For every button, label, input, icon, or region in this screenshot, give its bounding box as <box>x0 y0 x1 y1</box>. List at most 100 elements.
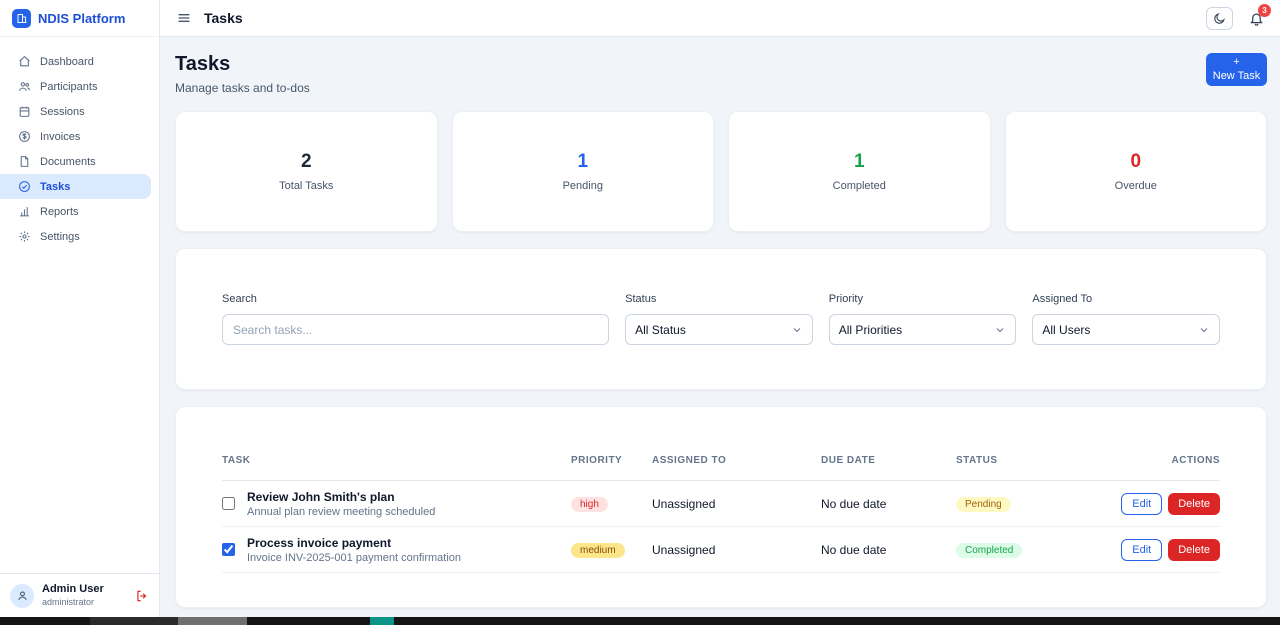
users-icon <box>19 82 30 91</box>
stat-value: 1 <box>853 151 865 172</box>
task-text: Process invoice payment Invoice INV-2025… <box>247 536 461 564</box>
sidebar-item-label: Sessions <box>40 105 85 118</box>
moon-icon <box>1214 12 1225 24</box>
sidebar-item-participants[interactable]: Participants <box>0 74 151 99</box>
delete-button[interactable]: Delete <box>1168 492 1220 515</box>
priority-select-value: All Priorities <box>838 322 903 337</box>
assigned-cell: Unassigned <box>652 542 716 557</box>
column-header-due: DUE DATE <box>821 455 876 466</box>
brand-name: NDIS Platform <box>38 10 126 26</box>
calendar-icon <box>19 106 30 117</box>
hamburger-icon <box>178 14 190 22</box>
priority-cell: medium <box>571 542 652 558</box>
status-select[interactable]: All Status <box>625 314 813 345</box>
edit-button[interactable]: Edit <box>1121 492 1163 515</box>
dollar-icon <box>19 131 30 142</box>
new-task-button[interactable]: + New Task <box>1206 53 1267 86</box>
task-text: Review John Smith's plan Annual plan rev… <box>247 490 435 518</box>
status-badge: Pending <box>956 496 1011 512</box>
stat-card-pending: 1 Pending <box>451 111 714 232</box>
stats-row: 2 Total Tasks 1 Pending 1 Completed 0 Ov… <box>175 111 1267 232</box>
chevron-down-icon <box>1200 327 1208 332</box>
status-label: Status <box>625 293 657 305</box>
notifications-button[interactable]: 3 <box>1249 3 1271 26</box>
user-meta: Admin User administrator <box>42 583 127 608</box>
stat-label: Overdue <box>1114 180 1157 192</box>
search-label: Search <box>222 293 257 305</box>
sidebar-item-label: Settings <box>40 230 80 243</box>
assigned-select-value: All Users <box>1042 322 1091 337</box>
assigned-filter-group: Assigned To All Users <box>1032 293 1221 345</box>
stat-value: 0 <box>1130 151 1142 172</box>
due-date-cell: No due date <box>821 542 887 557</box>
stat-label: Total Tasks <box>279 180 334 192</box>
actions-cell: Edit Delete <box>1102 492 1220 515</box>
new-task-label: New Task <box>1212 69 1261 82</box>
sidebar-item-reports[interactable]: Reports <box>0 199 151 224</box>
sidebar-item-sessions[interactable]: Sessions <box>0 99 151 124</box>
sidebar-item-dashboard[interactable]: Dashboard <box>0 49 151 74</box>
search-input[interactable] <box>222 314 610 345</box>
sidebar-item-documents[interactable]: Documents <box>0 149 151 174</box>
priority-cell: high <box>571 496 652 512</box>
task-cell: Process invoice payment Invoice INV-2025… <box>222 536 571 564</box>
page-header: Tasks Manage tasks and to-dos + New Task <box>175 53 1267 95</box>
hamburger-menu-button[interactable] <box>176 10 192 26</box>
sidebar-item-tasks[interactable]: Tasks <box>0 174 151 199</box>
column-header-status: STATUS <box>956 455 998 466</box>
bar-chart-icon <box>20 207 29 217</box>
sidebar-item-label: Reports <box>40 205 79 218</box>
status-cell: Completed <box>956 542 1102 558</box>
table-header-row: TASK PRIORITY ASSIGNED TO DUE DATE STATU… <box>222 455 1220 481</box>
sidebar: NDIS Platform Dashboard Participants Ses… <box>0 0 160 617</box>
sidebar-item-label: Invoices <box>40 130 81 143</box>
assigned-select[interactable]: All Users <box>1032 314 1221 345</box>
logout-button[interactable] <box>135 589 149 603</box>
priority-label: Priority <box>828 293 863 305</box>
stat-label: Pending <box>562 180 603 192</box>
assigned-label: Assigned To <box>1032 293 1093 305</box>
priority-select[interactable]: All Priorities <box>828 314 1017 345</box>
delete-button[interactable]: Delete <box>1168 538 1220 561</box>
sidebar-item-settings[interactable]: Settings <box>0 224 151 249</box>
topbar: Tasks 3 <box>160 0 1280 37</box>
column-header-assigned: ASSIGNED TO <box>652 455 727 466</box>
status-cell: Pending <box>956 496 1102 512</box>
home-icon <box>19 55 30 67</box>
check-circle-icon <box>19 181 30 192</box>
edit-button[interactable]: Edit <box>1121 538 1163 561</box>
main-column: Tasks 3 Tasks Manage tasks and to-dos + <box>160 0 1280 617</box>
stat-value: 1 <box>577 151 589 172</box>
user-avatar <box>10 583 34 608</box>
table-row: Process invoice payment Invoice INV-2025… <box>222 527 1220 573</box>
plus-icon: + <box>1233 55 1240 68</box>
page-subtitle: Manage tasks and to-dos <box>175 81 310 95</box>
content-area: Tasks Manage tasks and to-dos + New Task… <box>160 37 1280 617</box>
sidebar-item-label: Dashboard <box>40 55 94 68</box>
logout-icon <box>137 590 147 601</box>
due-date-cell: No due date <box>821 496 887 511</box>
page-title-block: Tasks Manage tasks and to-dos <box>175 53 310 95</box>
task-subtitle: Annual plan review meeting scheduled <box>247 505 436 518</box>
sidebar-brand: NDIS Platform <box>0 0 159 37</box>
topbar-actions: 3 <box>1206 3 1271 30</box>
tasks-table-panel: TASK PRIORITY ASSIGNED TO DUE DATE STATU… <box>175 406 1267 608</box>
row-checkbox[interactable] <box>222 497 235 510</box>
priority-badge: high <box>571 496 608 512</box>
dark-mode-toggle-button[interactable] <box>1206 6 1233 30</box>
notification-badge: 3 <box>1258 3 1271 17</box>
sidebar-item-invoices[interactable]: Invoices <box>0 124 151 149</box>
sidebar-item-label: Documents <box>40 155 96 168</box>
stat-value: 2 <box>300 151 312 172</box>
taskbar-strip <box>0 617 1280 625</box>
status-select-value: All Status <box>635 322 686 337</box>
stat-card-overdue: 0 Overdue <box>1004 111 1267 232</box>
row-checkbox[interactable] <box>222 543 235 556</box>
actions-cell: Edit Delete <box>1102 538 1220 561</box>
user-role: administrator <box>42 596 95 607</box>
stat-card-total-tasks: 2 Total Tasks <box>175 111 438 232</box>
sidebar-item-label: Tasks <box>40 180 71 193</box>
priority-badge: medium <box>571 542 625 558</box>
taskbar-segment <box>370 617 394 625</box>
